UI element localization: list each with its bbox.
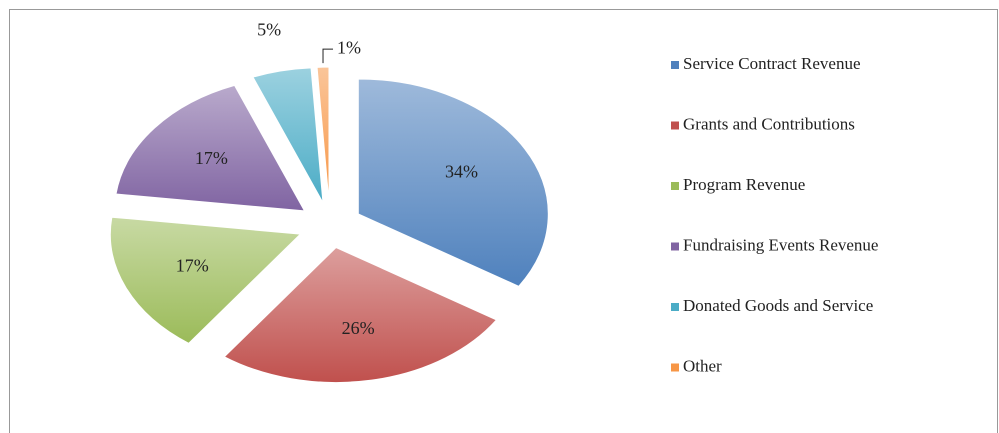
pie-slice [109,216,302,344]
legend-label: Other [683,356,722,375]
pie-slice [316,66,330,203]
legend-label: Fundraising Events Revenue [683,235,878,254]
legend-swatch [671,242,679,251]
chart-frame [9,9,998,433]
data-label: 1% [337,37,361,57]
pie-slice [223,246,498,384]
leader-line [322,48,334,64]
legend-swatch [671,303,679,311]
pie-slice [357,78,549,287]
legend-label: Service Contract Revenue [683,54,861,73]
data-label: 17% [176,255,209,275]
legend-label: Program Revenue [683,175,805,194]
data-label: 17% [195,148,228,168]
legend-swatch [671,182,679,190]
legend-swatch [671,61,679,69]
data-label: 34% [445,162,478,182]
pie-slice [252,67,324,203]
legend-swatch [671,363,679,372]
legend-swatch [671,121,679,130]
legend-label: Grants and Contributions [683,114,855,133]
pie-slice [115,84,306,212]
data-label: 5% [257,19,281,39]
data-label: 26% [342,318,375,338]
legend-label: Donated Goods and Service [683,296,873,315]
